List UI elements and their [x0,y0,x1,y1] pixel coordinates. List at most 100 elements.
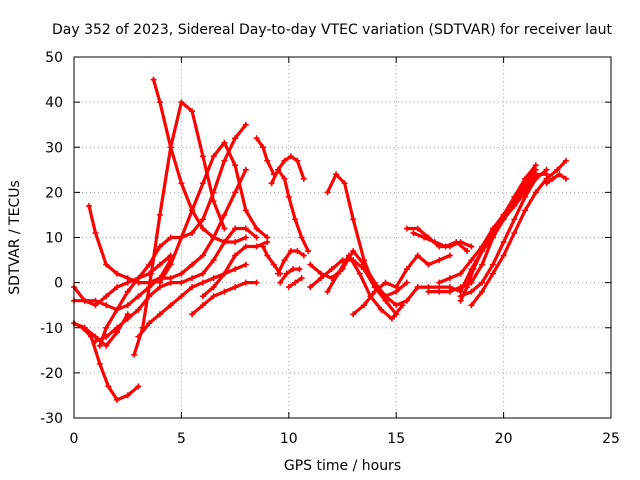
data-point-marker [178,234,185,241]
data-point-marker [378,306,385,313]
data-point-marker [305,248,312,254]
data-point-marker [324,288,331,295]
data-point-marker [489,261,496,268]
series-s14 [253,135,277,178]
series-line [190,281,259,316]
data-point-marker [232,252,239,259]
data-point-marker [189,108,196,115]
data-point-marker [294,157,301,164]
data-point-marker [242,121,249,128]
data-point-marker [167,144,174,151]
data-point-marker [270,261,277,268]
series-line [261,244,282,276]
data-point-marker [150,76,157,83]
data-point-marker [318,275,324,282]
data-point-marker [156,279,163,286]
data-point-marker [403,279,410,286]
data-point-marker [210,198,217,205]
data-point-marker [178,270,185,277]
data-point-marker [178,279,185,286]
data-point-marker [148,270,155,277]
data-point-marker [457,293,464,300]
data-point-marker [457,270,464,277]
series-line [426,163,538,294]
series-s18 [275,248,307,277]
data-point-marker [189,275,196,282]
x-tick-label: 15 [387,431,405,447]
data-point-marker [221,288,228,295]
data-point-marker [479,279,486,286]
data-point-marker [300,175,307,182]
data-point-marker [156,311,163,318]
data-point-marker [335,270,342,277]
data-series [71,76,569,403]
series-s22 [307,257,400,318]
data-point-marker [341,180,348,187]
data-point-marker [290,266,297,273]
data-point-marker [300,252,307,259]
data-point-marker [277,279,284,286]
data-point-marker [167,279,174,286]
data-point-marker [268,180,275,187]
data-point-marker [511,230,518,236]
series-line [278,267,302,285]
data-point-marker [292,279,299,286]
y-tick-label: -10 [40,321,63,337]
data-point-marker [388,315,395,322]
data-point-marker [275,270,282,277]
data-point-marker [253,279,260,286]
data-point-marker [210,275,217,282]
series-s17 [275,166,312,254]
data-point-marker [470,266,477,273]
series-s34 [543,171,569,187]
data-point-marker [264,239,271,245]
data-point-marker [532,175,539,182]
data-point-marker [232,266,239,273]
data-point-marker [562,175,569,182]
data-point-marker [287,153,294,160]
data-point-marker [489,270,496,277]
data-point-marker [511,202,518,209]
y-tick-label: 50 [45,50,63,66]
data-point-marker [103,293,110,300]
series-s27 [410,230,471,254]
series-line [72,253,173,307]
data-point-marker [86,202,92,209]
data-point-marker [156,261,163,268]
data-point-marker [124,315,131,322]
data-point-marker [298,234,305,241]
y-tick-label: 20 [45,185,63,201]
data-point-marker [468,243,475,250]
x-axis-label: GPS time / hours [284,458,401,474]
data-point-marker [500,216,507,223]
data-point-marker [522,193,529,200]
data-point-marker [232,189,239,196]
data-point-marker [253,243,260,250]
data-point-marker [361,302,367,309]
data-point-marker [210,234,217,241]
series-line [255,136,276,176]
y-tick-label: 30 [45,140,63,156]
series-s24 [324,171,410,300]
data-point-marker [382,293,389,300]
data-point-marker [242,207,249,214]
series-line [276,168,310,253]
data-point-marker [96,342,103,349]
data-point-marker [124,275,131,282]
data-point-marker [232,135,239,142]
data-point-marker [543,180,550,187]
data-point-marker [156,243,163,250]
series-line [544,172,568,185]
data-point-marker [232,284,239,291]
y-tick-label: 10 [45,231,63,247]
series-line [132,100,226,357]
data-point-marker [457,284,464,291]
data-point-marker [414,284,421,291]
data-point-marker [414,225,421,232]
series-s19 [277,266,303,286]
data-point-marker [550,175,556,182]
data-point-marker [114,306,120,313]
data-point-marker [468,288,475,295]
data-point-marker [242,261,249,268]
data-point-marker [393,284,400,291]
